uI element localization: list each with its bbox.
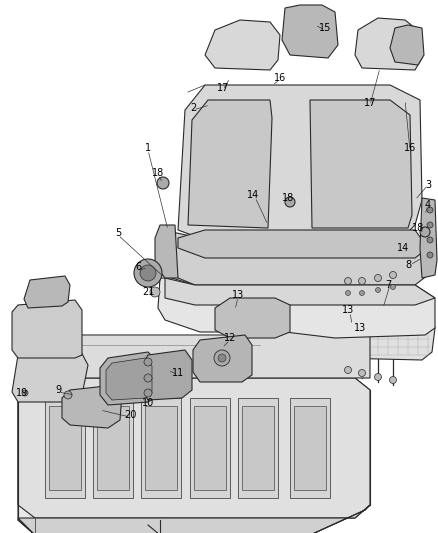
Circle shape [22, 390, 28, 396]
Text: 10: 10 [142, 398, 154, 408]
Polygon shape [18, 378, 370, 518]
Polygon shape [294, 406, 326, 490]
Text: 17: 17 [364, 98, 376, 108]
Polygon shape [165, 278, 435, 305]
Text: 18: 18 [412, 223, 424, 233]
Polygon shape [178, 230, 428, 258]
Circle shape [375, 287, 381, 293]
Text: 13: 13 [354, 323, 366, 333]
Circle shape [358, 369, 365, 376]
Text: 18: 18 [282, 193, 294, 203]
Circle shape [389, 376, 396, 384]
Polygon shape [193, 335, 252, 382]
Polygon shape [18, 328, 370, 390]
Circle shape [144, 374, 152, 382]
Circle shape [140, 265, 156, 281]
Circle shape [144, 358, 152, 366]
Polygon shape [420, 198, 437, 278]
Text: 3: 3 [425, 180, 431, 190]
Polygon shape [18, 378, 370, 533]
Polygon shape [155, 225, 178, 278]
Text: 16: 16 [274, 73, 286, 83]
Text: 9: 9 [55, 385, 61, 395]
Circle shape [157, 177, 169, 189]
Circle shape [218, 354, 226, 362]
Text: 1: 1 [145, 143, 151, 153]
Circle shape [285, 197, 295, 207]
Polygon shape [190, 398, 230, 498]
Polygon shape [24, 276, 70, 308]
Polygon shape [178, 85, 422, 238]
Text: 15: 15 [319, 23, 331, 33]
Polygon shape [188, 100, 272, 228]
Polygon shape [97, 406, 129, 490]
Polygon shape [100, 352, 160, 405]
Polygon shape [12, 350, 88, 402]
Circle shape [358, 278, 365, 285]
Text: 11: 11 [172, 368, 184, 378]
Circle shape [389, 271, 396, 279]
Polygon shape [172, 232, 428, 285]
Circle shape [134, 259, 162, 287]
Circle shape [427, 252, 433, 258]
Text: 13: 13 [342, 305, 354, 315]
Circle shape [391, 285, 396, 289]
Polygon shape [194, 406, 226, 490]
Circle shape [374, 274, 381, 281]
Circle shape [150, 287, 160, 297]
Polygon shape [12, 300, 82, 358]
Polygon shape [18, 505, 370, 533]
Circle shape [420, 227, 430, 237]
Circle shape [144, 389, 152, 397]
Polygon shape [355, 18, 422, 70]
Polygon shape [141, 398, 181, 498]
Polygon shape [145, 406, 177, 490]
Text: 8: 8 [405, 260, 411, 270]
Circle shape [360, 290, 364, 295]
Text: 21: 21 [142, 287, 154, 297]
Circle shape [427, 237, 433, 243]
Circle shape [427, 222, 433, 228]
Polygon shape [332, 310, 435, 360]
Polygon shape [45, 398, 85, 498]
Polygon shape [238, 398, 278, 498]
Text: 2: 2 [190, 103, 196, 113]
Text: 16: 16 [404, 143, 416, 153]
Text: 4: 4 [425, 200, 431, 210]
Text: 14: 14 [397, 243, 409, 253]
Polygon shape [290, 398, 330, 498]
Polygon shape [62, 385, 122, 428]
Text: 7: 7 [385, 280, 391, 290]
Circle shape [374, 374, 381, 381]
Polygon shape [106, 358, 152, 400]
Polygon shape [242, 406, 274, 490]
Text: 14: 14 [247, 190, 259, 200]
Circle shape [346, 290, 350, 295]
Circle shape [64, 391, 72, 399]
Text: 19: 19 [16, 388, 28, 398]
Polygon shape [142, 350, 192, 400]
Polygon shape [158, 278, 435, 338]
Text: 18: 18 [152, 168, 164, 178]
Text: 5: 5 [115, 228, 121, 238]
Circle shape [214, 350, 230, 366]
Text: 17: 17 [217, 83, 229, 93]
Polygon shape [215, 298, 290, 338]
Polygon shape [49, 406, 81, 490]
Text: 6: 6 [135, 262, 141, 272]
Polygon shape [93, 398, 133, 498]
Text: 20: 20 [124, 410, 136, 420]
Polygon shape [310, 100, 412, 228]
Circle shape [345, 278, 352, 285]
Polygon shape [390, 25, 424, 65]
Polygon shape [205, 20, 280, 70]
Text: 13: 13 [232, 290, 244, 300]
Text: 12: 12 [224, 333, 236, 343]
Circle shape [345, 367, 352, 374]
Polygon shape [282, 5, 338, 58]
Circle shape [427, 207, 433, 213]
